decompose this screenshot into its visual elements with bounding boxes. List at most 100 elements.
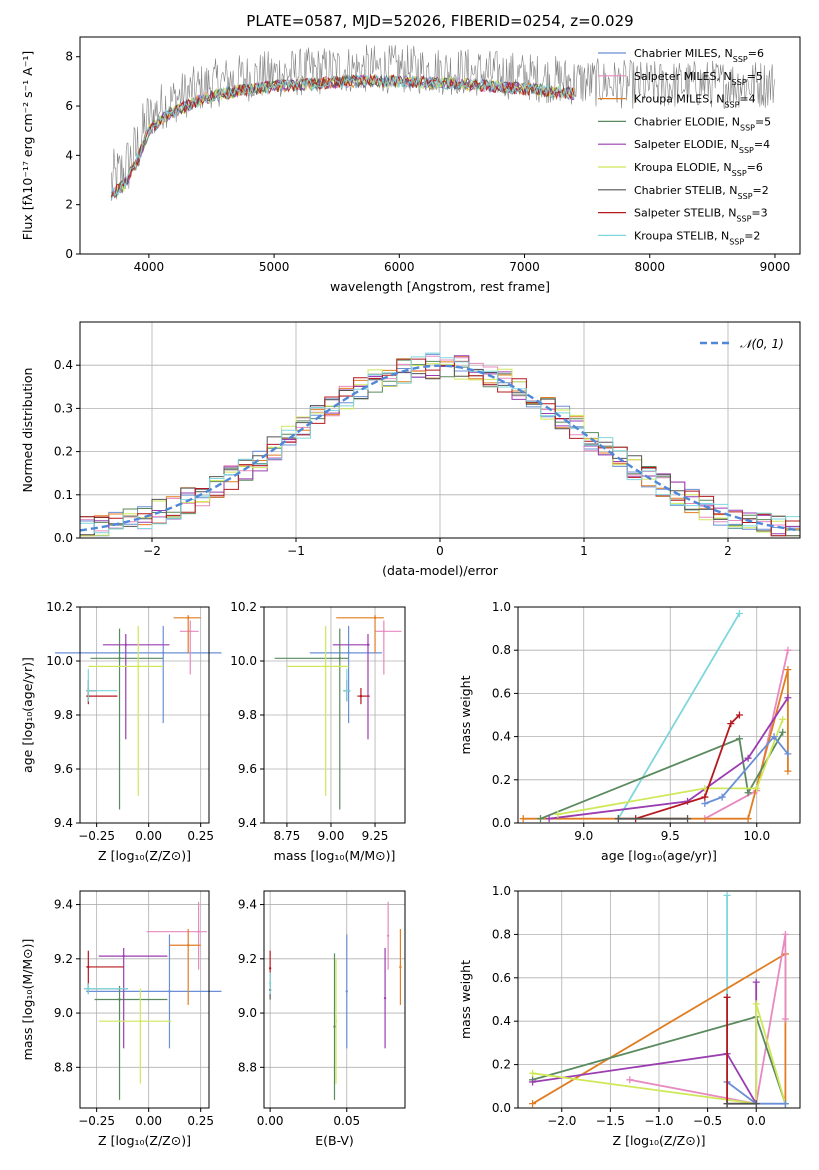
x-tick-label: −1.0 [644, 1114, 673, 1128]
mass-weight-line [548, 697, 789, 820]
x-tick-label: 8.75 [274, 829, 301, 843]
data-point [386, 934, 390, 937]
data-point [373, 616, 377, 619]
spectrum-data-line [111, 44, 776, 200]
data-point [124, 643, 127, 646]
y-tick-label: 0.3 [54, 401, 73, 415]
mass-weight-line [557, 718, 784, 816]
x-axis-label: E(B-V) [315, 1133, 354, 1148]
y-tick-label: 0.0 [54, 531, 73, 545]
data-point [345, 689, 349, 692]
data-point [359, 694, 363, 698]
data-point [268, 967, 272, 970]
x-tick-label: 0.00 [135, 829, 162, 843]
mass-weight-marker [519, 815, 527, 823]
mass-weight-marker [536, 815, 544, 823]
data-point [118, 998, 121, 1001]
x-tick-label: 6000 [384, 260, 415, 274]
mass-weight-marker [723, 891, 731, 899]
x-tick-label: 7000 [509, 260, 540, 274]
x-axis-label: Z [log₁₀(Z/Z⊙)] [613, 1133, 706, 1148]
y-tick-label: 0 [65, 247, 73, 261]
legend-entry: Salpeter MILES, NSSP=5 [634, 70, 763, 87]
legend-entry: Chabrier MILES, NSSP=6 [634, 47, 764, 64]
y-tick-label: 9.0 [238, 1006, 257, 1020]
y-tick-label: 9.4 [54, 816, 73, 830]
spectrum-frame [79, 36, 801, 255]
x-axis-label: wavelength [Angstrom, rest frame] [330, 279, 550, 294]
legend-entry: Kroupa ELODIE, NSSP=6 [634, 161, 763, 178]
mass-weight-marker [784, 694, 792, 702]
legend-entry: Kroupa STELIB, NSSP=2 [634, 229, 760, 246]
mass-weight-marker [529, 1100, 537, 1108]
y-tick-label: 9.6 [54, 762, 73, 776]
mass-weight-marker [727, 720, 735, 728]
y-tick-label: 6 [65, 99, 73, 113]
mass-weight-marker [701, 793, 709, 801]
x-tick-label: 9000 [760, 260, 791, 274]
x-tick-label: −2.0 [547, 1114, 576, 1128]
mass-weight-marker [626, 1076, 634, 1084]
x-tick-label: 2 [724, 544, 732, 558]
x-tick-label: 9.0 [574, 829, 593, 843]
y-tick-label: 10.2 [230, 600, 257, 614]
mass-weight-line [532, 1003, 787, 1105]
y-tick-label: 1.0 [492, 600, 511, 614]
y-tick-label: 0.0 [492, 816, 511, 830]
x-tick-label: 0 [436, 544, 444, 558]
panel-frame [263, 606, 406, 824]
y-tick-label: 9.0 [54, 1006, 73, 1020]
mass-weight-line [704, 735, 789, 805]
y-tick-label: 9.6 [238, 762, 257, 776]
data-point [186, 944, 190, 947]
data-point [324, 665, 327, 668]
y-tick-label: 2 [65, 198, 73, 212]
figure-title: PLATE=0587, MJD=52026, FIBERID=0254, z=0… [246, 12, 634, 30]
mass-weight-marker [744, 754, 752, 762]
data-point [186, 616, 190, 619]
data-point [334, 1020, 338, 1023]
y-tick-label: 4 [65, 148, 73, 162]
data-point [189, 630, 192, 633]
panel-frame [79, 606, 210, 824]
axes-2 [76, 606, 209, 827]
y-tick-label: 0.2 [54, 445, 73, 459]
mass-weight-marker [784, 767, 792, 775]
x-tick-label: 9.5 [661, 829, 680, 843]
data-point [137, 665, 140, 668]
panel-frame [79, 890, 210, 1109]
mass-weight-marker [735, 609, 743, 617]
mass-weight-marker [784, 750, 792, 758]
mass-weight-line [617, 613, 741, 820]
y-tick-label: 8.8 [238, 1060, 257, 1074]
y-tick-label: 0.8 [492, 643, 511, 657]
y-axis-label: mass [log₁₀(M/M⊙)] [20, 939, 35, 1061]
y-axis-label: age [log₁₀(age/yr)] [20, 657, 35, 773]
y-axis-label: Flux [fλ10⁻¹⁷ erg cm⁻² s⁻¹ A⁻¹] [20, 51, 35, 240]
y-tick-label: 9.4 [54, 898, 73, 912]
x-tick-label: −1.5 [596, 1114, 625, 1128]
y-tick-label: 10.0 [230, 654, 257, 668]
x-axis-label: Z [log₁₀(Z/Z⊙)] [98, 1133, 191, 1148]
y-tick-label: 10.0 [46, 654, 73, 668]
data-point [345, 990, 348, 993]
mass-weight-marker [753, 784, 761, 792]
data-point [87, 987, 90, 990]
data-point [399, 965, 402, 969]
mass-weight-line [635, 714, 741, 820]
y-tick-label: 9.2 [238, 952, 257, 966]
y-tick-label: 1.0 [492, 884, 511, 898]
y-tick-label: 0.0 [492, 1101, 511, 1115]
mass-weight-marker [752, 978, 760, 986]
x-axis-label: (data-model)/error [382, 563, 499, 578]
y-tick-label: 9.4 [238, 816, 257, 830]
axes-5 [76, 891, 209, 1112]
legend-entry: Salpeter ELODIE, NSSP=4 [634, 138, 770, 155]
histogram-frame [79, 321, 801, 539]
x-tick-label: 9.00 [318, 829, 345, 843]
y-axis-label: Normed distribution [20, 368, 35, 493]
spectrum-model-line [110, 75, 575, 198]
normal-curve [79, 364, 801, 532]
x-axis-label: Z [log₁₀(Z/Z⊙)] [98, 848, 191, 863]
